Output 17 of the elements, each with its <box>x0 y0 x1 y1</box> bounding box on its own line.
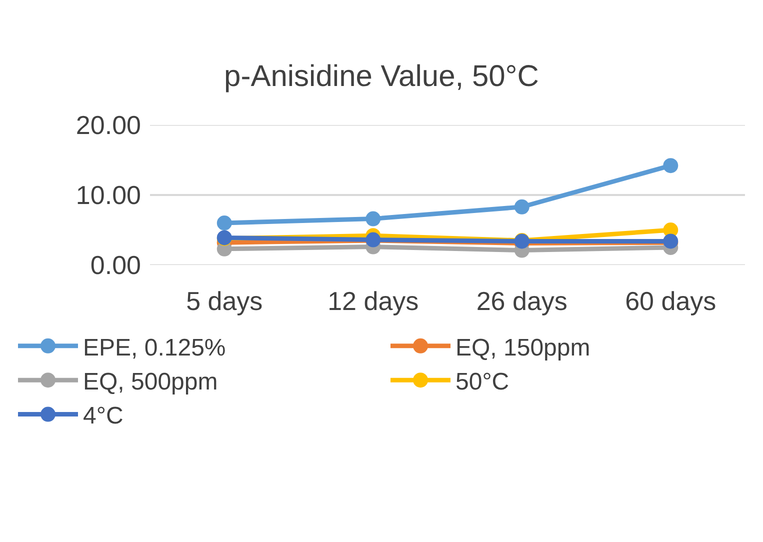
legend-label: EQ, 150ppm <box>456 334 590 362</box>
legend-label: EQ, 500ppm <box>83 368 218 396</box>
x-tick-label: 60 days <box>625 286 716 316</box>
chart-title: p-Anisidine Value, 50°C <box>224 60 539 94</box>
x-tick-label: 12 days <box>328 286 419 316</box>
legend-label: 50°C <box>456 368 510 396</box>
legend-label: 4°C <box>83 402 124 430</box>
point <box>514 199 530 214</box>
y-tick-label: 10.00 <box>76 180 141 210</box>
x-tick-label: 5 days <box>186 286 263 316</box>
y-tick-label: 20.00 <box>76 110 141 140</box>
y-tick-label: 0.00 <box>90 250 141 280</box>
legend-label: EPE, 0.125% <box>83 334 226 362</box>
point <box>216 216 232 230</box>
x-tick-label: 26 days <box>476 286 568 316</box>
point <box>366 211 381 226</box>
point <box>663 158 678 174</box>
